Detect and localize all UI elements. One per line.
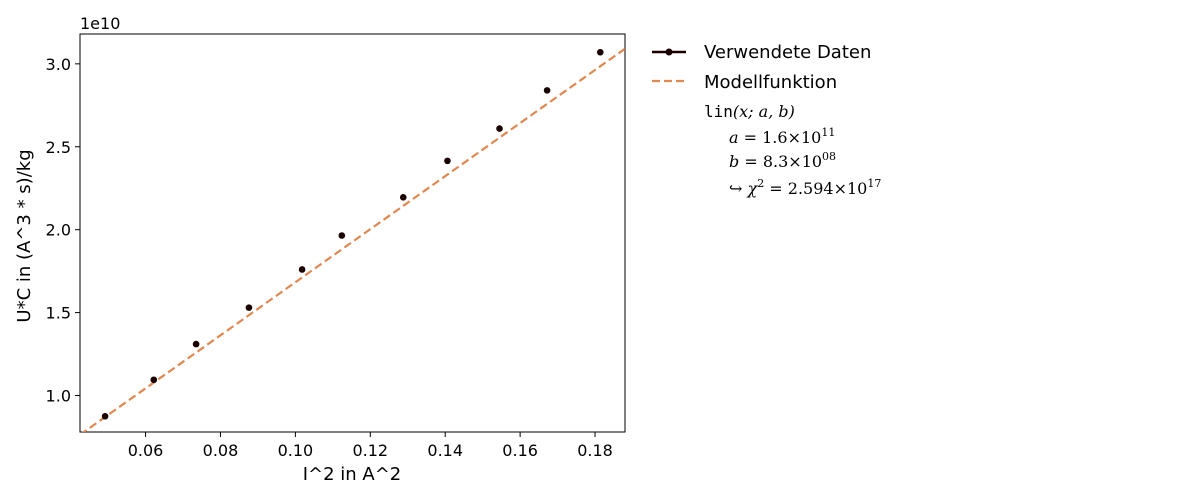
x-tick-label: 0.18 [577,441,613,460]
x-tick-label: 0.14 [427,441,463,460]
data-point [399,194,407,201]
data-points [101,48,604,420]
x-tick-label: 0.06 [128,441,164,460]
fit-param-a: a = 1.6×1011 [729,126,835,147]
data-point [192,340,200,348]
y-offset-text: 1e10 [80,14,120,33]
legend-label-data: Verwendete Daten [704,42,871,63]
y-axis: 1.0 1.5 2.0 2.5 3.0 [46,55,80,406]
data-point [596,48,604,56]
x-tick-label: 0.08 [203,441,239,460]
y-tick-label: 2.0 [46,221,71,240]
x-axis-label: I^2 in A^2 [303,464,402,485]
x-tick-label: 0.12 [352,441,388,460]
y-tick-label: 3.0 [46,55,71,74]
legend-marker-data-dot [665,48,673,56]
x-tick-label: 0.16 [502,441,538,460]
y-tick-label: 1.5 [46,304,71,323]
x-tick-label: 0.10 [278,441,314,460]
data-point [543,87,551,94]
y-tick-label: 1.0 [46,387,71,406]
data-point [150,376,158,384]
data-point [444,157,451,165]
plot-area [79,33,626,433]
fit-param-b: b = 8.3×1008 [729,150,836,171]
data-point [101,412,109,420]
fit-chi-squared: ↪ χ2 = 2.594×1017 [729,177,881,198]
data-point [496,125,503,132]
fit-function-line: lin(x; a, b) [704,102,795,121]
legend-label-model: Modellfunktion [704,72,837,93]
legend: Verwendete Daten Modellfunktion lin(x; a… [652,42,881,198]
x-axis: 0.06 0.08 0.10 0.12 0.14 0.16 0.18 [128,432,613,460]
data-point [245,304,253,311]
data-point [298,266,306,273]
model-function-line [82,47,625,432]
fit-annotation: lin(x; a, b) a = 1.6×1011 b = 8.3×1008 ↪… [704,102,881,198]
data-point [338,232,346,239]
y-axis-label: U*C in (A^3 * s)/kg [14,149,35,322]
y-tick-label: 2.5 [46,138,71,157]
